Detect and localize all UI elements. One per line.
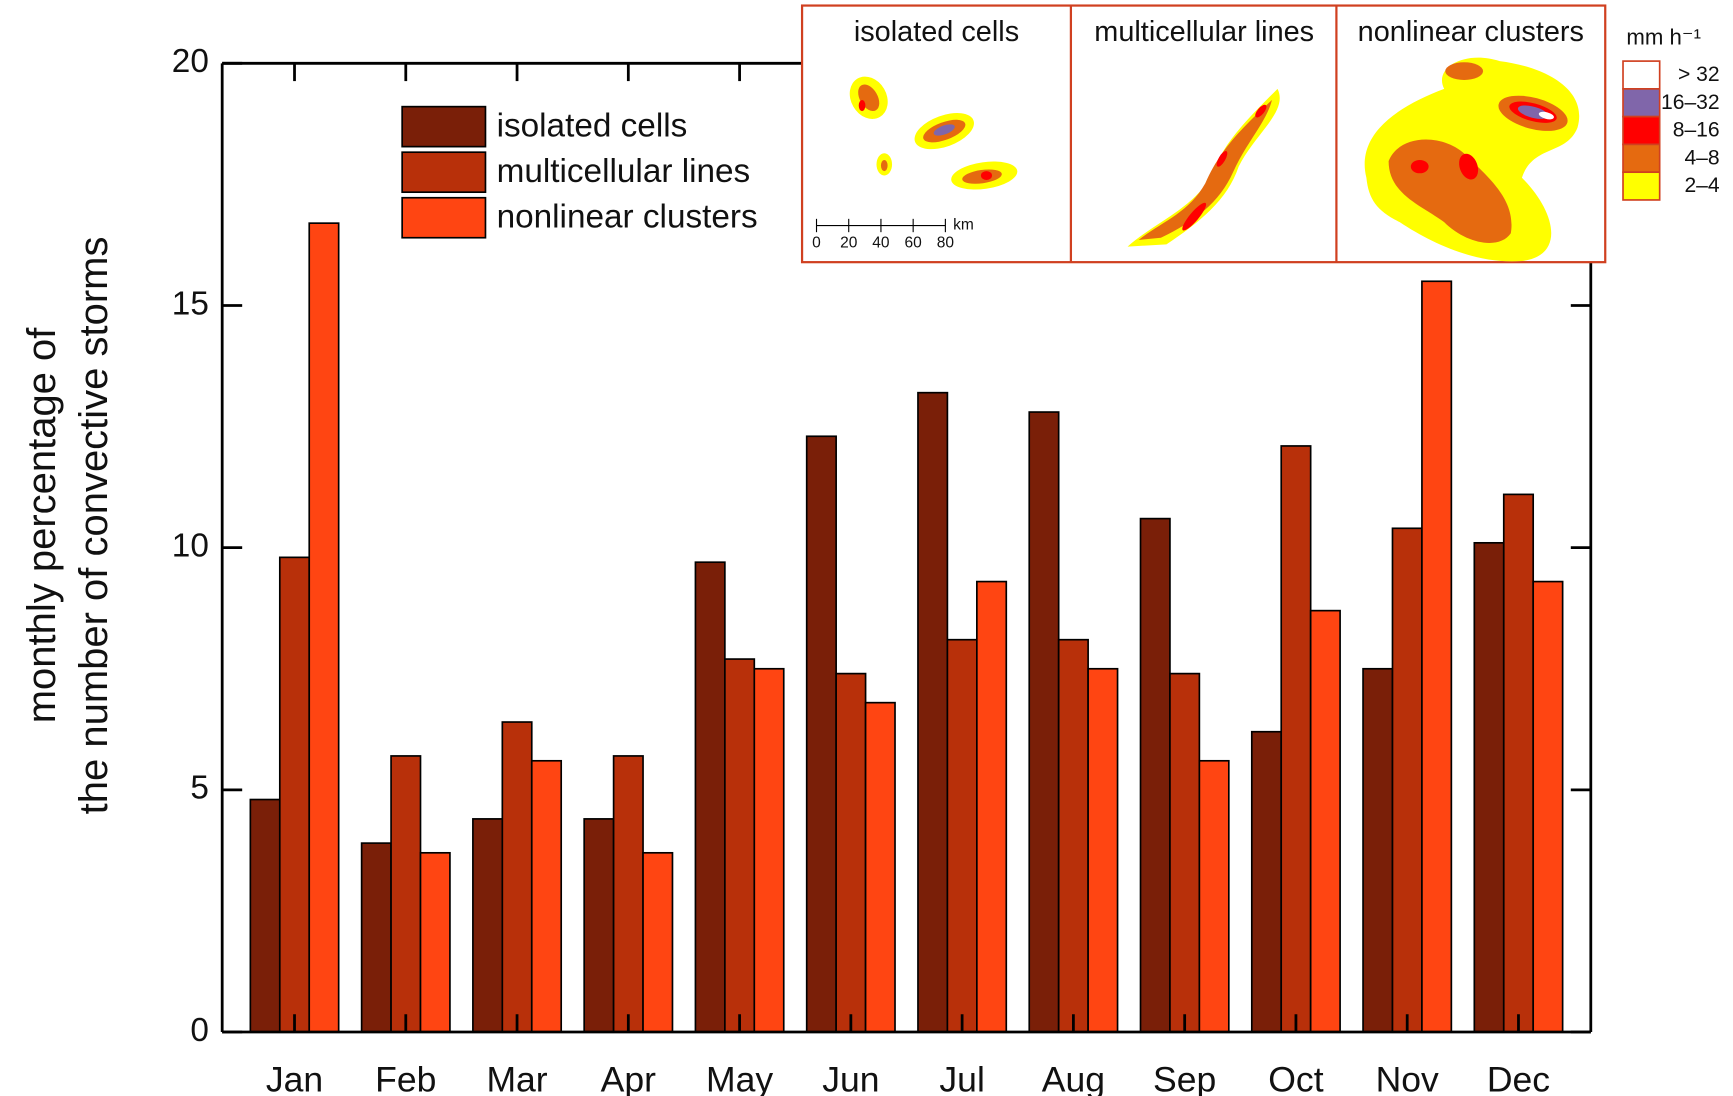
y-tick-label: 0 <box>190 1012 209 1049</box>
color-swatch <box>1623 117 1660 145</box>
legend-label: multicellular lines <box>497 153 751 190</box>
y-tick-label: 10 <box>172 527 209 564</box>
bar <box>584 819 613 1032</box>
bar <box>473 819 502 1032</box>
scale-label: 80 <box>937 234 955 251</box>
bar <box>420 853 449 1032</box>
bar <box>947 640 976 1032</box>
legend-label: nonlinear clusters <box>497 199 758 236</box>
color-label: 8–16 <box>1673 119 1720 142</box>
scale-label: 40 <box>872 234 890 251</box>
bar <box>754 669 783 1032</box>
x-tick-label: Sep <box>1153 1059 1216 1096</box>
bar <box>502 722 531 1032</box>
bar <box>836 674 865 1032</box>
x-tick-label: Jul <box>939 1059 984 1096</box>
bar <box>1199 761 1228 1032</box>
y-tick-label: 15 <box>172 285 209 322</box>
panel-title: nonlinear clusters <box>1358 16 1584 48</box>
color-swatch <box>1623 144 1660 172</box>
bar <box>1170 674 1199 1032</box>
x-tick-label: Nov <box>1376 1059 1439 1096</box>
scale-label: 60 <box>905 234 923 251</box>
color-label: 2–4 <box>1684 174 1719 197</box>
bar <box>280 557 309 1032</box>
bar <box>866 703 895 1032</box>
bar <box>1533 582 1562 1032</box>
chart: 0 5 10 15 20 Jan Feb Mar Apr May Jun Jul Aug Sep Oct No… <box>0 0 1733 1096</box>
bar <box>1363 669 1392 1032</box>
bar <box>1059 640 1088 1032</box>
bar <box>1141 519 1170 1032</box>
bar <box>1029 412 1058 1032</box>
y-axis-label: monthly percentage of <box>20 327 64 724</box>
y-axis-label: the number of convective storms <box>72 237 116 815</box>
x-tick-label: Aug <box>1042 1059 1105 1096</box>
bar <box>977 582 1006 1032</box>
bar <box>1504 494 1533 1032</box>
legend-swatch <box>402 107 485 147</box>
legend-label: isolated cells <box>497 108 688 145</box>
inset: isolated cells multicellular lines nonline… <box>802 6 1720 263</box>
bar <box>725 659 754 1032</box>
x-tick-label: Dec <box>1487 1059 1550 1096</box>
bar <box>1281 446 1310 1032</box>
bar <box>1392 528 1421 1032</box>
legend-swatch <box>402 198 485 238</box>
y-tick-label: 5 <box>190 770 209 807</box>
bar <box>1474 543 1503 1032</box>
color-label: 4–8 <box>1684 146 1719 169</box>
x-tick-label: Mar <box>486 1059 547 1096</box>
scale-unit: km <box>953 217 974 234</box>
color-label: 16–32 <box>1661 91 1720 114</box>
bar <box>614 756 643 1032</box>
page: 0 5 10 15 20 Jan Feb Mar Apr May Jun Jul Aug Sep Oct No… <box>0 0 1733 1096</box>
bar <box>1252 732 1281 1032</box>
panel-title: multicellular lines <box>1094 16 1314 48</box>
bar <box>695 562 724 1032</box>
bar <box>1422 281 1451 1032</box>
bar <box>643 853 672 1032</box>
x-tick-label: Feb <box>375 1059 436 1096</box>
bar <box>918 393 947 1032</box>
x-tick-label: Jan <box>266 1059 323 1096</box>
bar <box>1311 611 1340 1032</box>
color-swatch <box>1623 172 1660 200</box>
x-tick-label: Apr <box>601 1059 656 1096</box>
x-tick-label: May <box>706 1059 773 1096</box>
bar <box>250 800 279 1032</box>
panel-title: isolated cells <box>854 16 1019 48</box>
bar <box>532 761 561 1032</box>
y-tick-label: 20 <box>172 43 209 80</box>
bar <box>309 223 338 1032</box>
scale-label: 0 <box>812 234 821 251</box>
color-swatch <box>1623 61 1660 89</box>
scale-label: 20 <box>840 234 858 251</box>
color-swatch <box>1623 89 1660 117</box>
x-tick-label: Jun <box>822 1059 879 1096</box>
bar <box>391 756 420 1032</box>
bar <box>1088 669 1117 1032</box>
legend-title: mm h⁻¹ <box>1626 25 1701 50</box>
bar <box>807 436 836 1032</box>
legend-swatch <box>402 152 485 192</box>
bar <box>362 843 391 1032</box>
color-label: > 32 <box>1678 63 1720 86</box>
x-tick-label: Oct <box>1268 1059 1323 1096</box>
